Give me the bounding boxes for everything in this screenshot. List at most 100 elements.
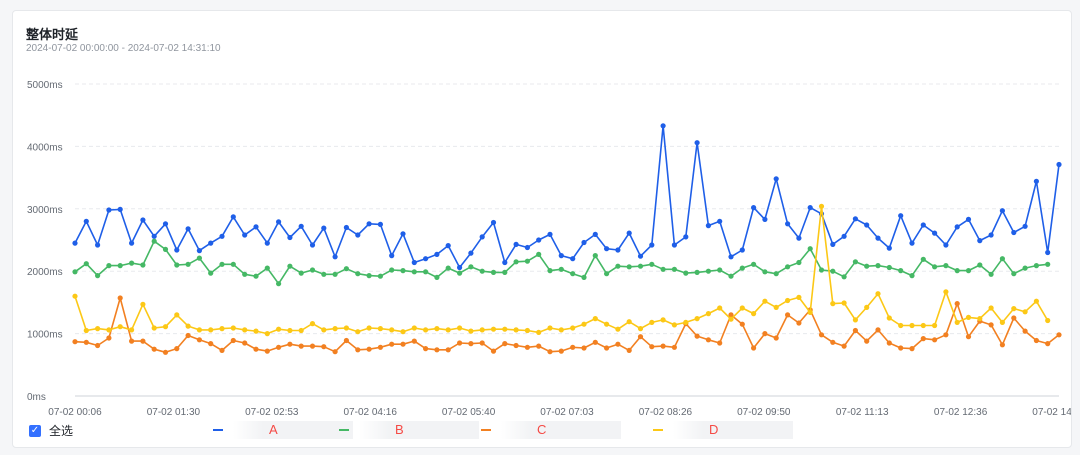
- data-point[interactable]: [185, 323, 191, 329]
- data-point[interactable]: [762, 298, 768, 304]
- data-point[interactable]: [513, 259, 519, 265]
- data-point[interactable]: [558, 253, 564, 259]
- data-point[interactable]: [276, 219, 282, 225]
- data-point[interactable]: [898, 268, 904, 274]
- data-point[interactable]: [751, 345, 757, 351]
- data-point[interactable]: [468, 341, 474, 347]
- data-point[interactable]: [909, 273, 915, 279]
- data-point[interactable]: [400, 268, 406, 274]
- data-point[interactable]: [253, 328, 259, 334]
- data-point[interactable]: [796, 294, 802, 300]
- data-point[interactable]: [1011, 271, 1017, 277]
- data-point[interactable]: [1033, 263, 1039, 269]
- data-point[interactable]: [1045, 317, 1051, 324]
- data-point[interactable]: [886, 315, 892, 321]
- data-point[interactable]: [909, 240, 915, 246]
- data-point[interactable]: [547, 231, 553, 237]
- data-point[interactable]: [649, 319, 655, 325]
- data-point[interactable]: [1022, 328, 1028, 334]
- data-point[interactable]: [151, 325, 157, 331]
- data-point[interactable]: [479, 234, 485, 240]
- data-point[interactable]: [524, 344, 530, 350]
- data-point[interactable]: [174, 262, 180, 268]
- data-point[interactable]: [637, 253, 644, 259]
- data-point[interactable]: [106, 207, 112, 213]
- data-point[interactable]: [999, 208, 1006, 214]
- data-point[interactable]: [660, 343, 666, 349]
- data-point[interactable]: [581, 345, 587, 351]
- data-point[interactable]: [898, 213, 904, 219]
- data-point[interactable]: [242, 327, 248, 333]
- data-point[interactable]: [773, 271, 779, 277]
- data-point[interactable]: [151, 233, 157, 239]
- data-point[interactable]: [208, 341, 214, 347]
- data-point[interactable]: [581, 321, 587, 327]
- data-point[interactable]: [445, 347, 451, 353]
- data-point[interactable]: [717, 267, 723, 273]
- data-point[interactable]: [547, 349, 553, 355]
- data-point[interactable]: [683, 319, 689, 325]
- data-point[interactable]: [230, 325, 236, 331]
- data-point[interactable]: [841, 300, 847, 306]
- data-point[interactable]: [785, 312, 791, 318]
- data-point[interactable]: [332, 349, 338, 355]
- data-point[interactable]: [965, 268, 972, 274]
- data-point[interactable]: [72, 339, 78, 345]
- data-point[interactable]: [140, 338, 146, 344]
- data-point[interactable]: [615, 341, 621, 347]
- data-point[interactable]: [321, 327, 327, 333]
- data-point[interactable]: [366, 273, 372, 279]
- series-layer[interactable]: [72, 123, 1062, 355]
- data-point[interactable]: [852, 327, 859, 334]
- data-point[interactable]: [751, 205, 757, 211]
- data-point[interactable]: [332, 254, 338, 260]
- data-point[interactable]: [604, 246, 610, 252]
- data-point[interactable]: [129, 327, 135, 333]
- data-point[interactable]: [287, 263, 293, 269]
- data-point[interactable]: [95, 326, 101, 332]
- data-point[interactable]: [558, 327, 564, 333]
- data-point[interactable]: [728, 273, 734, 279]
- data-point[interactable]: [615, 247, 621, 253]
- data-point[interactable]: [785, 264, 791, 270]
- data-point[interactable]: [185, 332, 191, 339]
- data-point[interactable]: [162, 324, 169, 330]
- data-point[interactable]: [106, 327, 112, 333]
- data-point[interactable]: [570, 256, 576, 262]
- data-point[interactable]: [988, 322, 994, 328]
- data-point[interactable]: [683, 270, 689, 276]
- data-point[interactable]: [219, 326, 225, 332]
- data-point[interactable]: [423, 256, 429, 262]
- data-point[interactable]: [604, 271, 610, 277]
- data-point[interactable]: [174, 247, 180, 253]
- data-point[interactable]: [954, 268, 960, 274]
- data-point[interactable]: [524, 244, 530, 251]
- data-point[interactable]: [558, 266, 564, 272]
- data-point[interactable]: [988, 305, 994, 311]
- data-point[interactable]: [230, 261, 236, 267]
- data-point[interactable]: [671, 344, 678, 350]
- data-point[interactable]: [581, 274, 587, 280]
- data-point[interactable]: [287, 234, 293, 241]
- data-point[interactable]: [355, 232, 361, 238]
- series-d[interactable]: [72, 203, 1051, 337]
- data-point[interactable]: [457, 270, 463, 276]
- data-point[interactable]: [920, 222, 926, 228]
- data-point[interactable]: [1056, 161, 1062, 168]
- data-point[interactable]: [660, 266, 666, 272]
- data-point[interactable]: [457, 325, 463, 331]
- data-point[interactable]: [932, 337, 938, 343]
- data-point[interactable]: [875, 327, 881, 333]
- data-point[interactable]: [321, 344, 327, 350]
- data-point[interactable]: [728, 316, 734, 322]
- data-point[interactable]: [570, 344, 576, 350]
- data-point[interactable]: [332, 271, 338, 277]
- data-point[interactable]: [377, 273, 383, 279]
- data-point[interactable]: [411, 269, 417, 275]
- data-point[interactable]: [355, 329, 361, 335]
- data-point[interactable]: [208, 270, 214, 276]
- data-point[interactable]: [524, 258, 530, 264]
- data-point[interactable]: [943, 289, 949, 295]
- data-point[interactable]: [321, 271, 327, 277]
- data-point[interactable]: [626, 264, 632, 270]
